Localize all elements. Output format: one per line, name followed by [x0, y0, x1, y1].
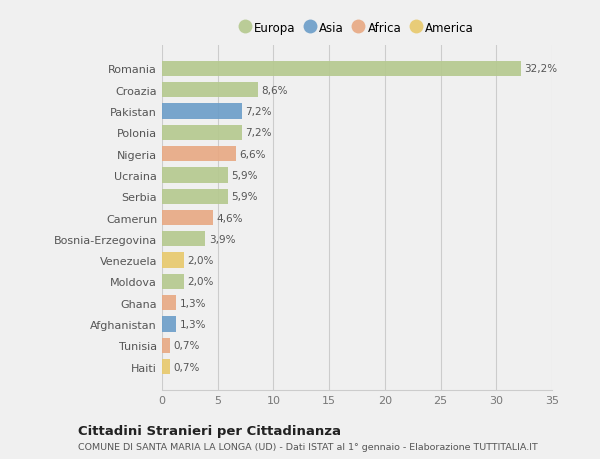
Text: 1,3%: 1,3%	[180, 319, 206, 329]
Bar	[162, 168, 228, 183]
Text: 0,7%: 0,7%	[173, 362, 200, 372]
Text: Cittadini Stranieri per Cittadinanza: Cittadini Stranieri per Cittadinanza	[78, 424, 341, 437]
Text: 3,9%: 3,9%	[209, 234, 235, 244]
Text: 7,2%: 7,2%	[245, 107, 272, 117]
Text: COMUNE DI SANTA MARIA LA LONGA (UD) - Dati ISTAT al 1° gennaio - Elaborazione TU: COMUNE DI SANTA MARIA LA LONGA (UD) - Da…	[78, 442, 538, 451]
Bar	[162, 210, 213, 226]
Bar	[162, 62, 521, 77]
Bar	[162, 189, 228, 204]
Text: 4,6%: 4,6%	[217, 213, 243, 223]
Text: 2,0%: 2,0%	[188, 277, 214, 287]
Text: 1,3%: 1,3%	[180, 298, 206, 308]
Bar	[162, 338, 170, 353]
Bar	[162, 104, 242, 119]
Bar	[162, 274, 184, 290]
Text: 5,9%: 5,9%	[231, 170, 257, 180]
Bar	[162, 125, 242, 140]
Bar	[162, 359, 170, 375]
Text: 6,6%: 6,6%	[239, 149, 265, 159]
Bar	[162, 253, 184, 268]
Bar	[162, 232, 205, 247]
Text: 2,0%: 2,0%	[188, 256, 214, 266]
Bar	[162, 317, 176, 332]
Legend: Europa, Asia, Africa, America: Europa, Asia, Africa, America	[235, 17, 479, 40]
Bar	[162, 83, 258, 98]
Text: 7,2%: 7,2%	[245, 128, 272, 138]
Text: 8,6%: 8,6%	[261, 85, 287, 95]
Bar	[162, 146, 236, 162]
Text: 32,2%: 32,2%	[524, 64, 557, 74]
Text: 0,7%: 0,7%	[173, 341, 200, 351]
Bar	[162, 296, 176, 311]
Text: 5,9%: 5,9%	[231, 192, 257, 202]
